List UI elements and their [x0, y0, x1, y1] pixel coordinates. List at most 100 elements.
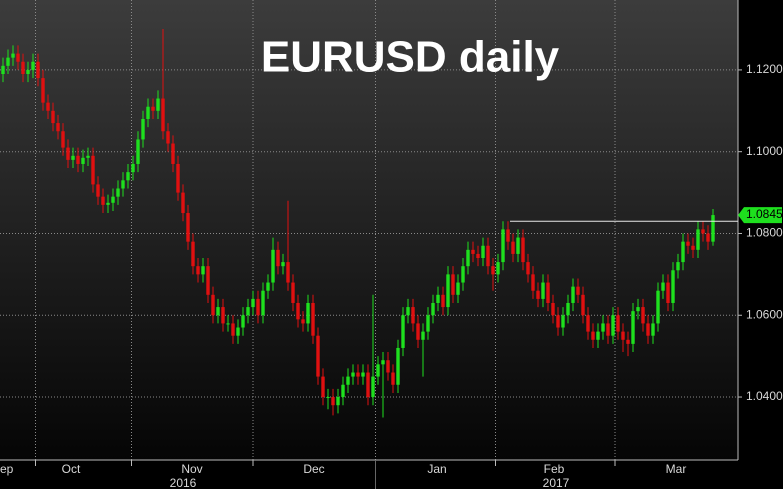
- candle-body: [616, 315, 620, 332]
- candle-body: [521, 237, 525, 263]
- candle-body: [411, 307, 415, 324]
- candle-body: [151, 106, 155, 111]
- candle-body: [621, 331, 625, 340]
- y-tick-label: 1.1200: [746, 62, 783, 76]
- axis-background: [738, 0, 783, 489]
- candle-body: [236, 327, 240, 336]
- candle-body: [306, 302, 310, 324]
- candle-body: [66, 147, 70, 160]
- candle-body: [561, 315, 565, 328]
- candle-body: [466, 249, 470, 267]
- x-tick-label: ep: [0, 462, 14, 476]
- candle-body: [86, 155, 90, 158]
- candle-body: [691, 245, 695, 250]
- x-tick-label: Nov: [181, 462, 202, 476]
- candle-body: [256, 298, 260, 316]
- candle-body: [501, 229, 505, 263]
- candle-body: [596, 331, 600, 340]
- y-tick-label: 1.0600: [746, 307, 783, 321]
- candle-body: [646, 323, 650, 336]
- candle-body: [131, 163, 135, 173]
- candle-body: [91, 155, 95, 185]
- candle-body: [231, 323, 235, 336]
- candle-body: [241, 315, 245, 328]
- candle-body: [376, 364, 380, 377]
- candle-body: [526, 262, 530, 275]
- candle-body: [46, 102, 50, 111]
- candle-body: [476, 253, 480, 259]
- candle-body: [56, 123, 60, 132]
- candle-body: [341, 384, 345, 398]
- candle-body: [641, 307, 645, 324]
- candle-body: [316, 335, 320, 377]
- candle-body: [436, 294, 440, 303]
- candle-body: [176, 163, 180, 193]
- candle-body: [221, 307, 225, 324]
- candle-body: [571, 286, 575, 303]
- candle-body: [146, 106, 150, 119]
- candle-body: [711, 215, 715, 242]
- candle-body: [541, 282, 545, 299]
- candle-body: [366, 372, 370, 398]
- candle-body: [246, 307, 250, 316]
- y-tick-label: 1.0800: [746, 226, 783, 240]
- candle-body: [566, 302, 570, 316]
- x-tick-label: Jan: [427, 462, 446, 476]
- candle-body: [631, 311, 635, 344]
- candle-body: [116, 188, 120, 197]
- candle-body: [456, 282, 460, 295]
- candle-body: [186, 213, 190, 242]
- candle-body: [171, 143, 175, 164]
- candle-body: [471, 249, 475, 254]
- candle-body: [331, 397, 335, 406]
- candle-body: [26, 69, 30, 75]
- candle-body: [356, 372, 360, 377]
- candle-body: [96, 184, 100, 197]
- candle-body: [21, 61, 25, 75]
- candle-body: [416, 323, 420, 340]
- candle-body: [676, 262, 680, 271]
- candle-body: [251, 298, 255, 308]
- candle-body: [201, 266, 205, 275]
- candle-body: [11, 53, 15, 58]
- candle-body: [386, 360, 390, 373]
- candle-body: [351, 372, 355, 377]
- chart-title: EURUSD daily: [261, 33, 560, 82]
- candle-body: [591, 331, 595, 340]
- candle-body: [326, 397, 330, 399]
- candle-body: [581, 294, 585, 316]
- candle-body: [61, 131, 65, 148]
- candle-body: [281, 262, 285, 267]
- candle-body: [481, 245, 485, 259]
- axis-background: [0, 460, 738, 489]
- candle-body: [536, 290, 540, 299]
- candle-body: [431, 302, 435, 316]
- candle-body: [381, 360, 385, 365]
- candle-body: [291, 282, 295, 303]
- candle-body: [421, 331, 425, 340]
- candle-body: [586, 315, 590, 332]
- candle-body: [271, 249, 275, 283]
- candle-body: [41, 78, 45, 103]
- candle-body: [661, 282, 665, 291]
- candle-body: [406, 307, 410, 316]
- candle-body: [426, 315, 430, 332]
- x-tick-label: Mar: [666, 462, 687, 476]
- candle-body: [166, 131, 170, 144]
- year-label: 2016: [170, 476, 197, 489]
- last-price-label: 1.0845: [746, 207, 783, 221]
- candle-body: [51, 110, 55, 124]
- candle-body: [286, 262, 290, 283]
- candle-body: [1, 65, 5, 75]
- candle-body: [371, 376, 375, 398]
- candle-body: [161, 98, 165, 132]
- candle-body: [206, 266, 210, 295]
- candle-body: [296, 302, 300, 320]
- candle-body: [626, 339, 630, 344]
- candle-body: [446, 274, 450, 308]
- candle-body: [611, 315, 615, 336]
- candle-body: [451, 274, 455, 295]
- candle-body: [666, 282, 670, 303]
- candle-body: [516, 237, 520, 254]
